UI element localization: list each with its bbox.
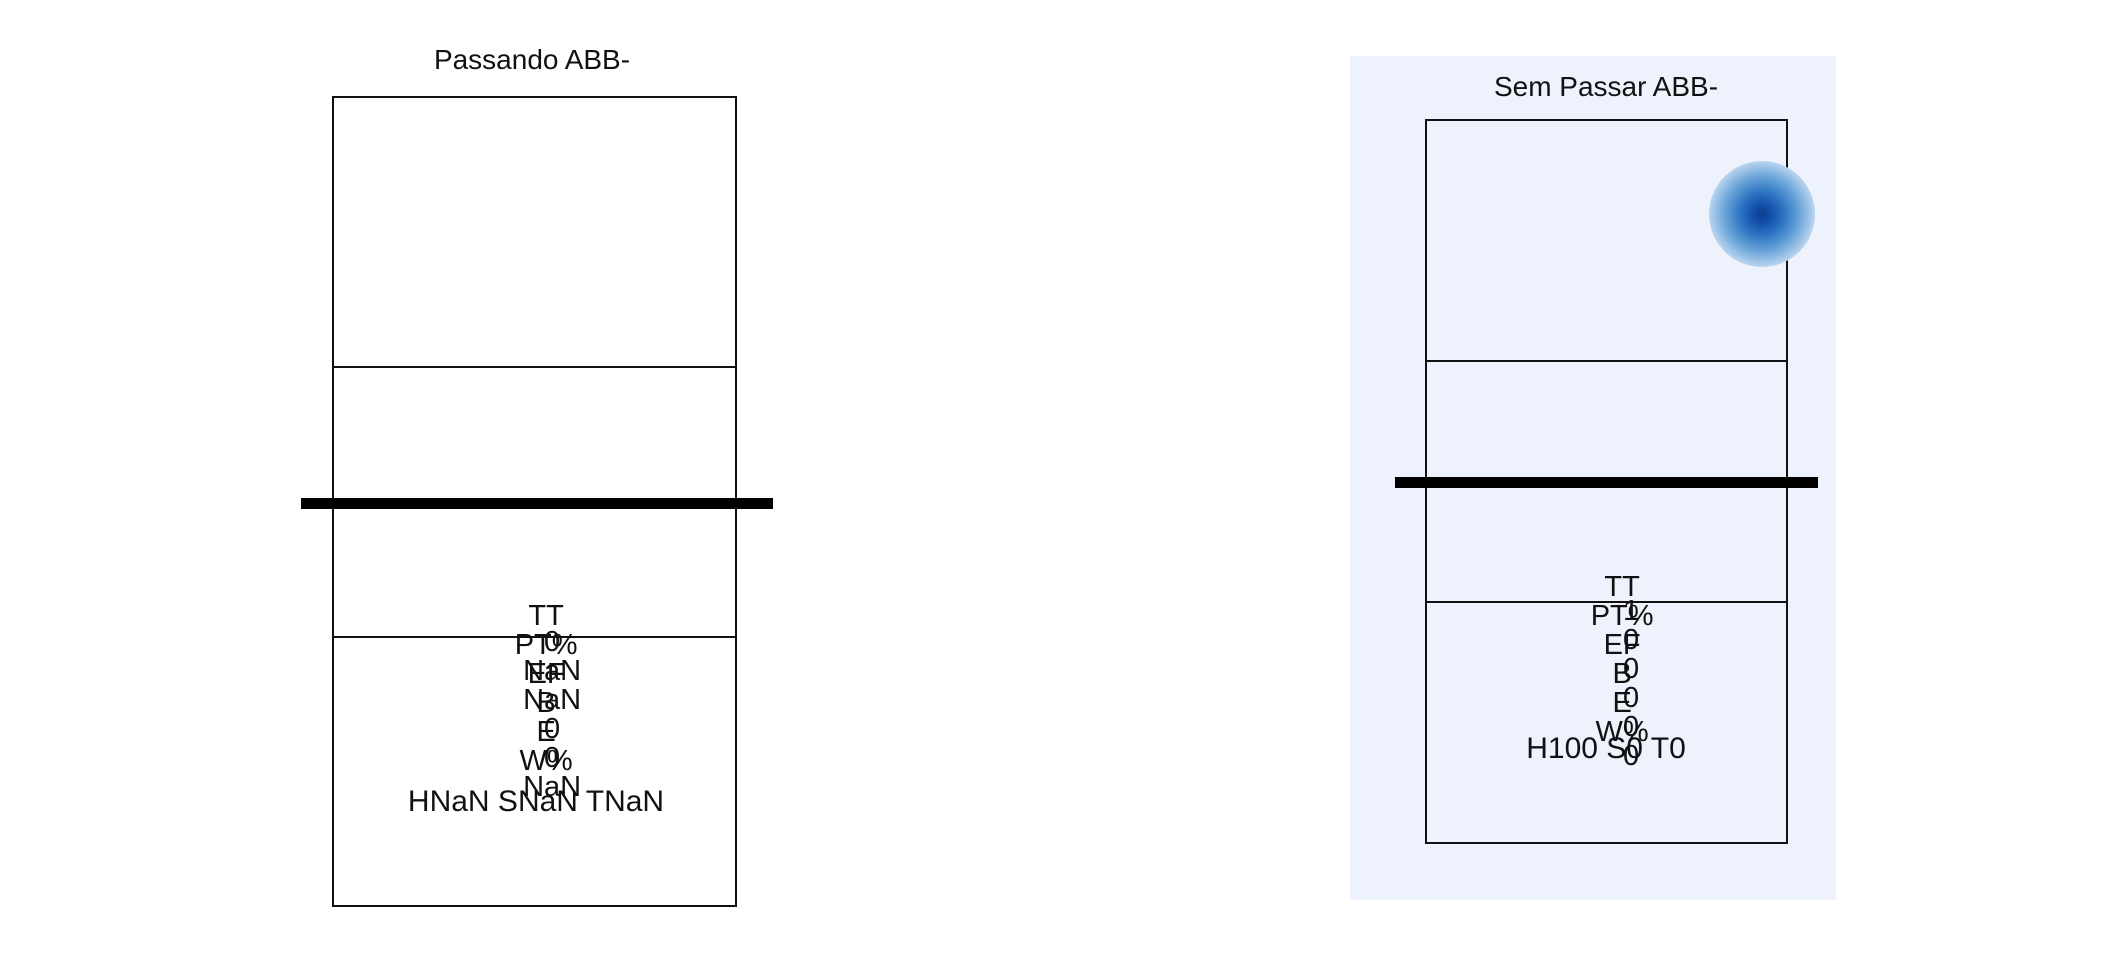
stat-header: E [1612, 687, 1632, 719]
left-panel: Passando ABB- TT PT% EF B E W% 0 NaN NaN… [301, 44, 773, 907]
stat-value: 0 [1623, 624, 1642, 656]
stat-header: PT% [1590, 600, 1654, 632]
stat-value: 1 [1623, 595, 1642, 627]
stat-header: W% [1595, 716, 1649, 748]
stat-header: B [536, 687, 556, 719]
summary-label: HNaN SNaN TNaN [407, 785, 665, 818]
summary-label: H100 S0 T0 [1526, 732, 1686, 765]
stats-value-row: 0 NaN NaN 0 0 NaN [483, 599, 589, 831]
stat-value: 0 [1623, 711, 1642, 743]
stat-value: 0 [1623, 682, 1642, 714]
stat-value: NaN [523, 771, 582, 803]
stats-header-row: TT PT% EF B E W% [474, 573, 585, 805]
attack-line-bottom [1425, 601, 1788, 603]
stat-value: 0 [1623, 740, 1642, 772]
stat-header: B [1612, 658, 1632, 690]
stat-value: NaN [523, 684, 582, 716]
net [301, 498, 773, 509]
stats-header-row: TT PT% EF B E W% [1550, 544, 1661, 776]
stat-header: PT% [514, 629, 578, 661]
stat-header: EF [1603, 629, 1641, 661]
attack-line-top [1425, 360, 1788, 362]
stat-value: 0 [544, 713, 561, 745]
net [1395, 477, 1818, 488]
stat-value: 0 [544, 626, 561, 658]
stat-value: NaN [523, 655, 582, 687]
stat-value: 0 [544, 742, 561, 774]
panel-title: Sem Passar ABB- [1493, 71, 1719, 102]
stat-header: TT [1604, 571, 1640, 603]
attack-line-top [332, 366, 737, 368]
attack-line-bottom [332, 636, 737, 638]
stat-header: TT [528, 600, 564, 632]
stat-header: W% [519, 745, 573, 777]
panel-title: Passando ABB- [433, 44, 631, 75]
heatmap-blob [1709, 161, 1815, 267]
stat-header: EF [527, 658, 565, 690]
stat-value: 0 [1623, 653, 1642, 685]
stats-value-row: 1 0 0 0 0 0 [1575, 568, 1649, 800]
right-panel: Sem Passar ABB- TT PT% EF B E W% 1 0 0 0… [1056, 0, 2112, 960]
stat-header: E [536, 716, 556, 748]
